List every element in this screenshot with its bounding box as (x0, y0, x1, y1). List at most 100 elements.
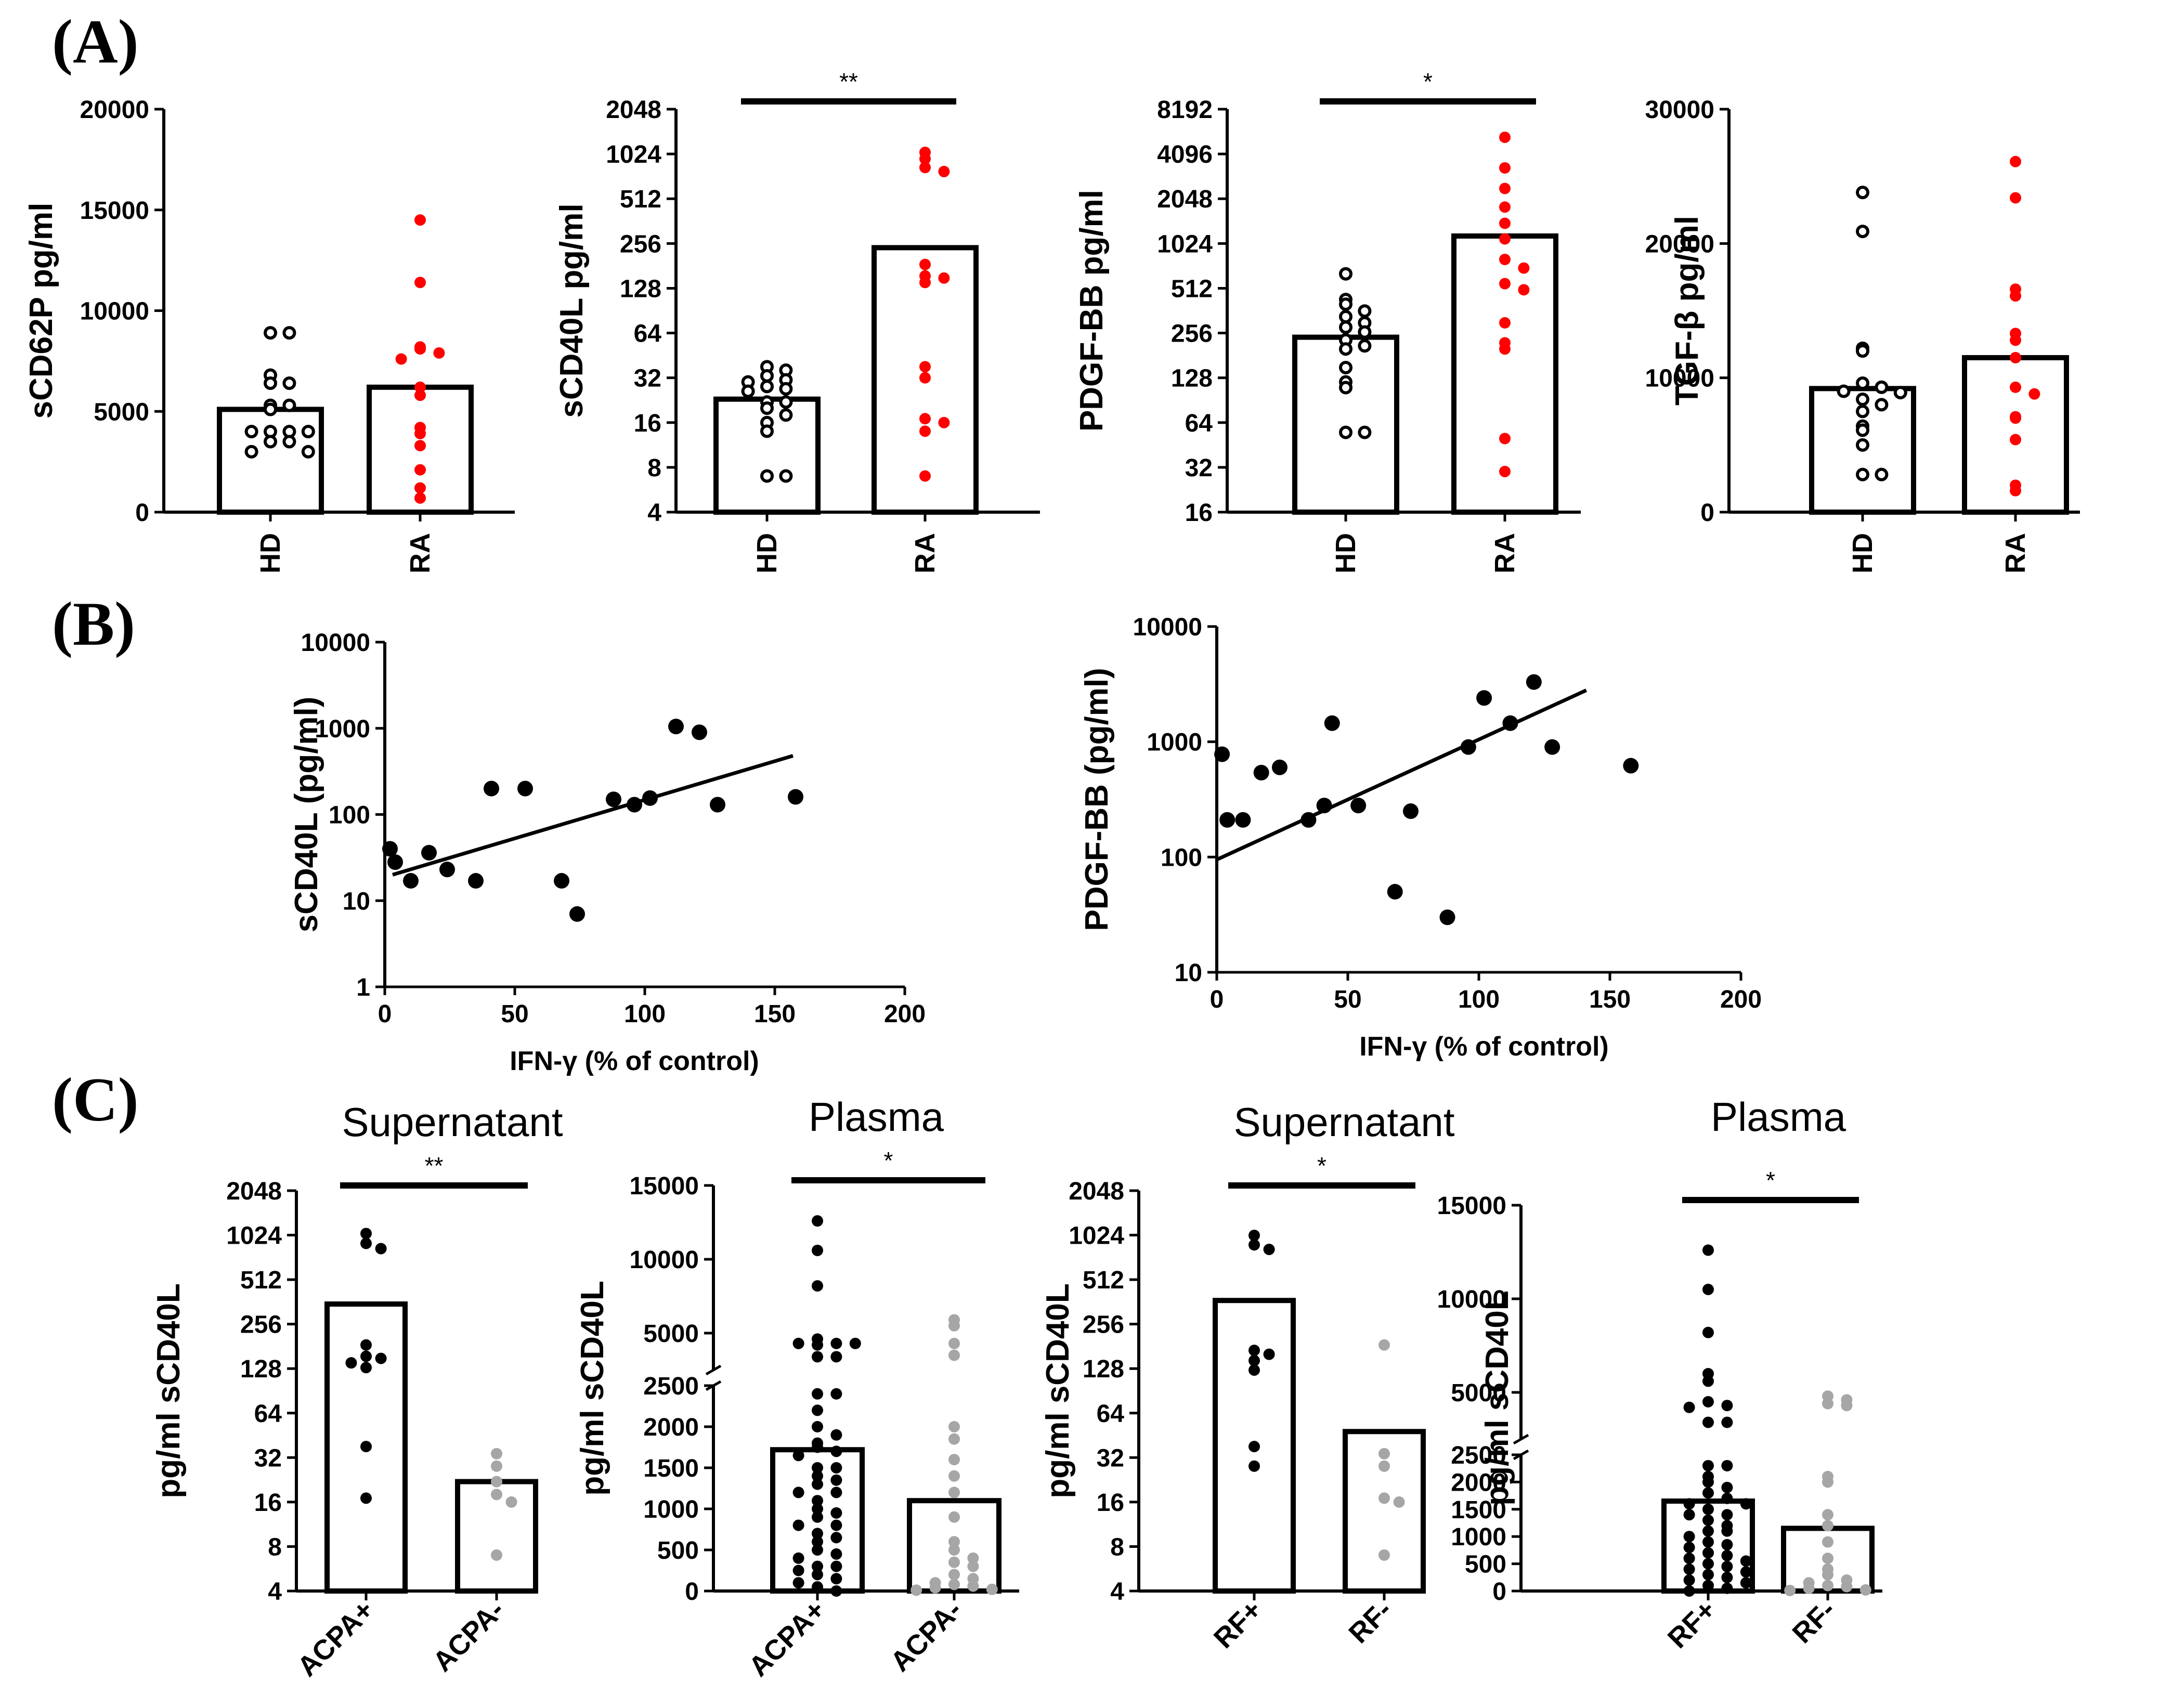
data-point (1683, 1531, 1695, 1543)
data-point (414, 482, 426, 494)
data-point (967, 1552, 979, 1564)
data-point (760, 380, 774, 394)
data-point (491, 1448, 502, 1459)
data-point (1402, 803, 1419, 819)
y-tick-label: 1024 (606, 141, 661, 168)
y-tick-label: 15000 (80, 197, 149, 225)
category-label: RF- (1786, 1594, 1841, 1649)
category-label: HD (1847, 533, 1878, 573)
data-point (919, 162, 931, 174)
data-point (345, 1357, 357, 1369)
y-tick-label: 512 (240, 1267, 282, 1294)
y-tick-label: 8 (268, 1533, 282, 1561)
data-point (491, 1460, 502, 1472)
data-point (779, 408, 793, 422)
data-point (1235, 812, 1251, 828)
data-point (849, 1337, 861, 1349)
data-point (788, 789, 803, 805)
data-point (948, 1569, 960, 1581)
data-point (919, 153, 931, 165)
y-tick-label: 4 (268, 1578, 282, 1606)
data-point (1378, 1492, 1390, 1504)
data-point (517, 780, 533, 797)
data-point (948, 1544, 960, 1556)
x-tick-label: 0 (378, 1000, 392, 1028)
data-point (1460, 739, 1476, 755)
data-point (414, 389, 426, 401)
chart-c3: Supernatant RF+ RF- * (1139, 1099, 1455, 1654)
data-point (414, 427, 426, 439)
data-point (948, 1320, 960, 1332)
data-point (414, 277, 426, 289)
significance-label: * (884, 1147, 893, 1174)
data-point (812, 1462, 823, 1474)
data-point (830, 1585, 842, 1597)
y-axis: 4 8 16 32 64 128 256 512 1024 2048 pg/ml sCD40L (151, 1178, 298, 1606)
data-point (627, 797, 642, 813)
data-point (812, 1495, 823, 1507)
data-point (1439, 909, 1455, 925)
data-point (1499, 182, 1511, 194)
y-tick-label: 8 (1110, 1533, 1124, 1561)
data-point (1702, 1326, 1714, 1338)
y-tick-label: 256 (1083, 1311, 1124, 1339)
y-tick-label: 64 (254, 1400, 282, 1428)
category-label: RF+ (1208, 1594, 1268, 1654)
y-tick-label: 512 (620, 186, 661, 213)
y-tick-label: 128 (620, 275, 661, 303)
category-label: RA (1489, 533, 1520, 573)
data-point (1263, 1243, 1275, 1255)
y-tick-label: 512 (1171, 275, 1213, 303)
data-point (919, 470, 931, 482)
data-point (986, 1583, 998, 1595)
y-axis-label: PDGF-BB pg/ml (1074, 190, 1110, 432)
data-point (1499, 217, 1511, 229)
data-point (1339, 297, 1352, 311)
y-axis: 10 100 1000 10000 PDGF-BB (pg/ml) (1079, 614, 1218, 987)
data-point (1837, 384, 1851, 398)
data-point (2010, 290, 2021, 302)
data-point (1316, 798, 1332, 814)
y-axis: 16 32 64 128 256 512 1024 2048 4096 8192 PDGF-BB p… (1074, 96, 1229, 527)
data-point (360, 1339, 372, 1351)
data-point (830, 1351, 842, 1363)
y-tick-label: 10000 (1133, 614, 1202, 641)
data-point (360, 1237, 372, 1249)
data-point (1248, 1230, 1260, 1242)
data-point (1339, 267, 1352, 281)
data-point (360, 1362, 372, 1374)
chart-a2: HD RA ** (676, 68, 1040, 573)
data-point (830, 1548, 842, 1560)
data-point (1702, 1569, 1714, 1581)
data-point (1856, 393, 1869, 406)
data-point (1822, 1476, 1833, 1488)
y-tick-label: 32 (1097, 1444, 1124, 1472)
data-point (948, 1349, 960, 1361)
data-point (1518, 262, 1530, 274)
data-point (1822, 1398, 1833, 1410)
data-point (830, 1429, 842, 1441)
chart-title: Plasma (1711, 1094, 1846, 1140)
data-point (433, 347, 445, 359)
data-point (360, 1441, 372, 1453)
data-point (1248, 1239, 1260, 1251)
y-axis-label: pg/ml sCD40L (1479, 1290, 1515, 1505)
data-point (2010, 192, 2021, 204)
data-point (1702, 1536, 1714, 1548)
data-point (830, 1560, 842, 1572)
y-tick-label: 1000 (315, 715, 370, 743)
data-point (1875, 467, 1889, 481)
y-tick-label: 1024 (1157, 230, 1213, 258)
data-point (375, 1352, 387, 1364)
data-point (919, 413, 931, 425)
chart-a1: HD RA (164, 214, 515, 573)
x-tick-label: 150 (754, 1000, 796, 1028)
y-tick-label: 16 (634, 410, 661, 437)
data-point (948, 1337, 960, 1349)
y-tick-label: 0 (1700, 499, 1714, 527)
data-point (792, 1577, 804, 1589)
data-point (1859, 1584, 1871, 1596)
data-point (830, 1573, 842, 1585)
data-point (1721, 1509, 1733, 1521)
data-point (1740, 1555, 1752, 1567)
